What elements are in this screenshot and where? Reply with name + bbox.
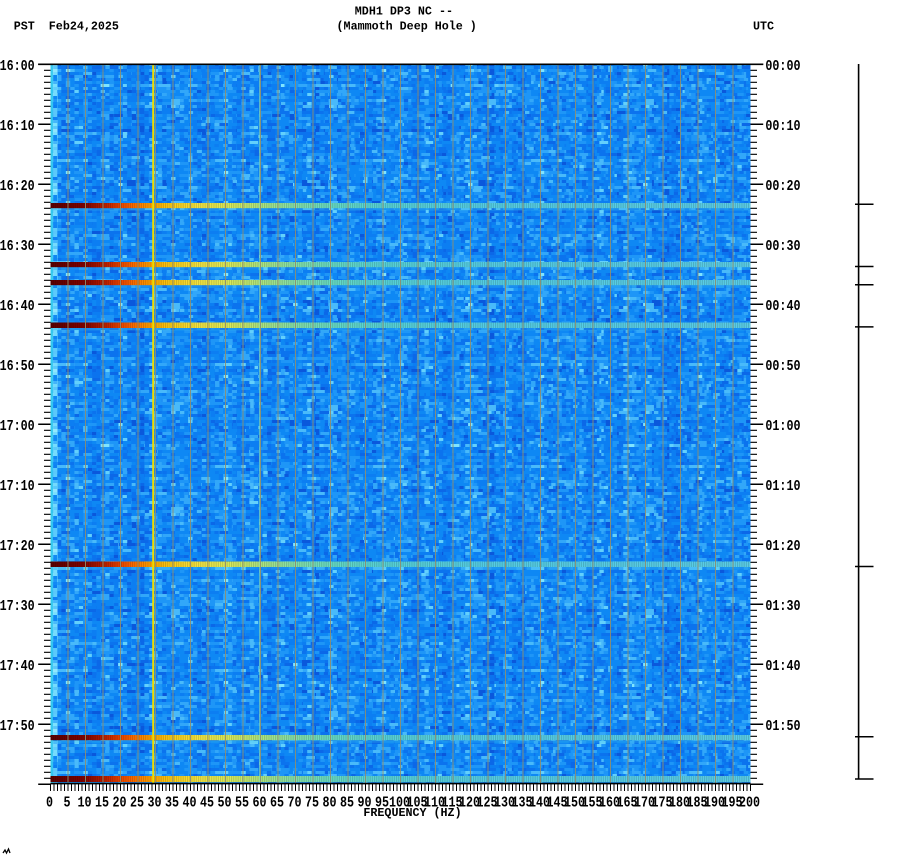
svg-text:16:30: 16:30 (0, 238, 35, 255)
svg-text:50: 50 (217, 794, 231, 811)
svg-text:175: 175 (651, 794, 672, 811)
svg-text:01:30: 01:30 (765, 598, 800, 615)
svg-text:45: 45 (200, 794, 214, 811)
svg-text:25: 25 (130, 794, 144, 811)
svg-text:16:10: 16:10 (0, 118, 35, 135)
svg-text:105: 105 (406, 794, 427, 811)
svg-text:35: 35 (165, 794, 179, 811)
svg-text:185: 185 (686, 794, 707, 811)
svg-text:01:00: 01:00 (765, 418, 800, 435)
svg-text:00:20: 00:20 (765, 178, 800, 195)
svg-text:75: 75 (305, 794, 319, 811)
svg-text:17:50: 17:50 (0, 718, 35, 735)
svg-text:17:00: 17:00 (0, 418, 35, 435)
svg-text:155: 155 (581, 794, 602, 811)
svg-text:Feb24,2025: Feb24,2025 (49, 19, 119, 33)
svg-text:135: 135 (511, 794, 532, 811)
svg-text:10: 10 (77, 794, 91, 811)
svg-text:115: 115 (441, 794, 462, 811)
svg-text:16:40: 16:40 (0, 298, 35, 315)
svg-text:(Mammoth Deep Hole ): (Mammoth Deep Hole ) (337, 19, 477, 33)
svg-text:30: 30 (147, 794, 161, 811)
svg-text:150: 150 (564, 794, 585, 811)
svg-text:5: 5 (63, 794, 70, 811)
svg-text:01:50: 01:50 (765, 718, 800, 735)
svg-text:16:20: 16:20 (0, 178, 35, 195)
svg-text:00:30: 00:30 (765, 238, 800, 255)
svg-text:17:30: 17:30 (0, 598, 35, 615)
svg-text:60: 60 (252, 794, 266, 811)
svg-text:80: 80 (322, 794, 336, 811)
svg-text:200: 200 (739, 794, 760, 811)
svg-text:145: 145 (546, 794, 567, 811)
svg-text:01:10: 01:10 (765, 478, 800, 495)
svg-text:160: 160 (599, 794, 620, 811)
svg-text:140: 140 (529, 794, 550, 811)
svg-text:40: 40 (182, 794, 196, 811)
svg-text:190: 190 (704, 794, 725, 811)
svg-text:00:40: 00:40 (765, 298, 800, 315)
svg-text:17:20: 17:20 (0, 538, 35, 555)
svg-text:00:00: 00:00 (765, 58, 800, 75)
svg-text:65: 65 (270, 794, 284, 811)
svg-text:110: 110 (424, 794, 445, 811)
svg-text:170: 170 (634, 794, 655, 811)
svg-text:130: 130 (494, 794, 515, 811)
svg-text:16:00: 16:00 (0, 58, 35, 75)
svg-text:70: 70 (287, 794, 301, 811)
svg-text:100: 100 (389, 794, 410, 811)
svg-text:15: 15 (95, 794, 109, 811)
svg-text:95: 95 (375, 794, 389, 811)
svg-text:UTC: UTC (753, 19, 774, 33)
svg-text:01:20: 01:20 (765, 538, 800, 555)
svg-text:0: 0 (46, 794, 53, 811)
svg-text:16:50: 16:50 (0, 358, 35, 375)
svg-text:MDH1 DP3 NC --: MDH1 DP3 NC -- (355, 4, 453, 18)
svg-text:165: 165 (616, 794, 637, 811)
svg-text:180: 180 (669, 794, 690, 811)
svg-text:00:50: 00:50 (765, 358, 800, 375)
svg-text:01:40: 01:40 (765, 658, 800, 675)
svg-text:17:40: 17:40 (0, 658, 35, 675)
svg-text:90: 90 (357, 794, 371, 811)
svg-text:00:10: 00:10 (765, 118, 800, 135)
svg-text:85: 85 (340, 794, 354, 811)
svg-text:55: 55 (235, 794, 249, 811)
svg-text:125: 125 (476, 794, 497, 811)
svg-text:120: 120 (459, 794, 480, 811)
svg-text:195: 195 (721, 794, 742, 811)
svg-text:PST: PST (14, 19, 35, 33)
svg-text:20: 20 (112, 794, 126, 811)
svg-text:17:10: 17:10 (0, 478, 35, 495)
svg-text:FREQUENCY (HZ): FREQUENCY (HZ) (363, 806, 461, 820)
